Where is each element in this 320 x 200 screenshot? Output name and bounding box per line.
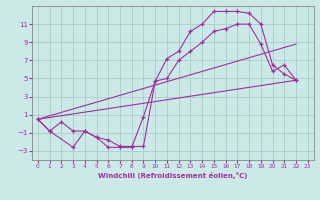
X-axis label: Windchill (Refroidissement éolien,°C): Windchill (Refroidissement éolien,°C) bbox=[98, 172, 247, 179]
